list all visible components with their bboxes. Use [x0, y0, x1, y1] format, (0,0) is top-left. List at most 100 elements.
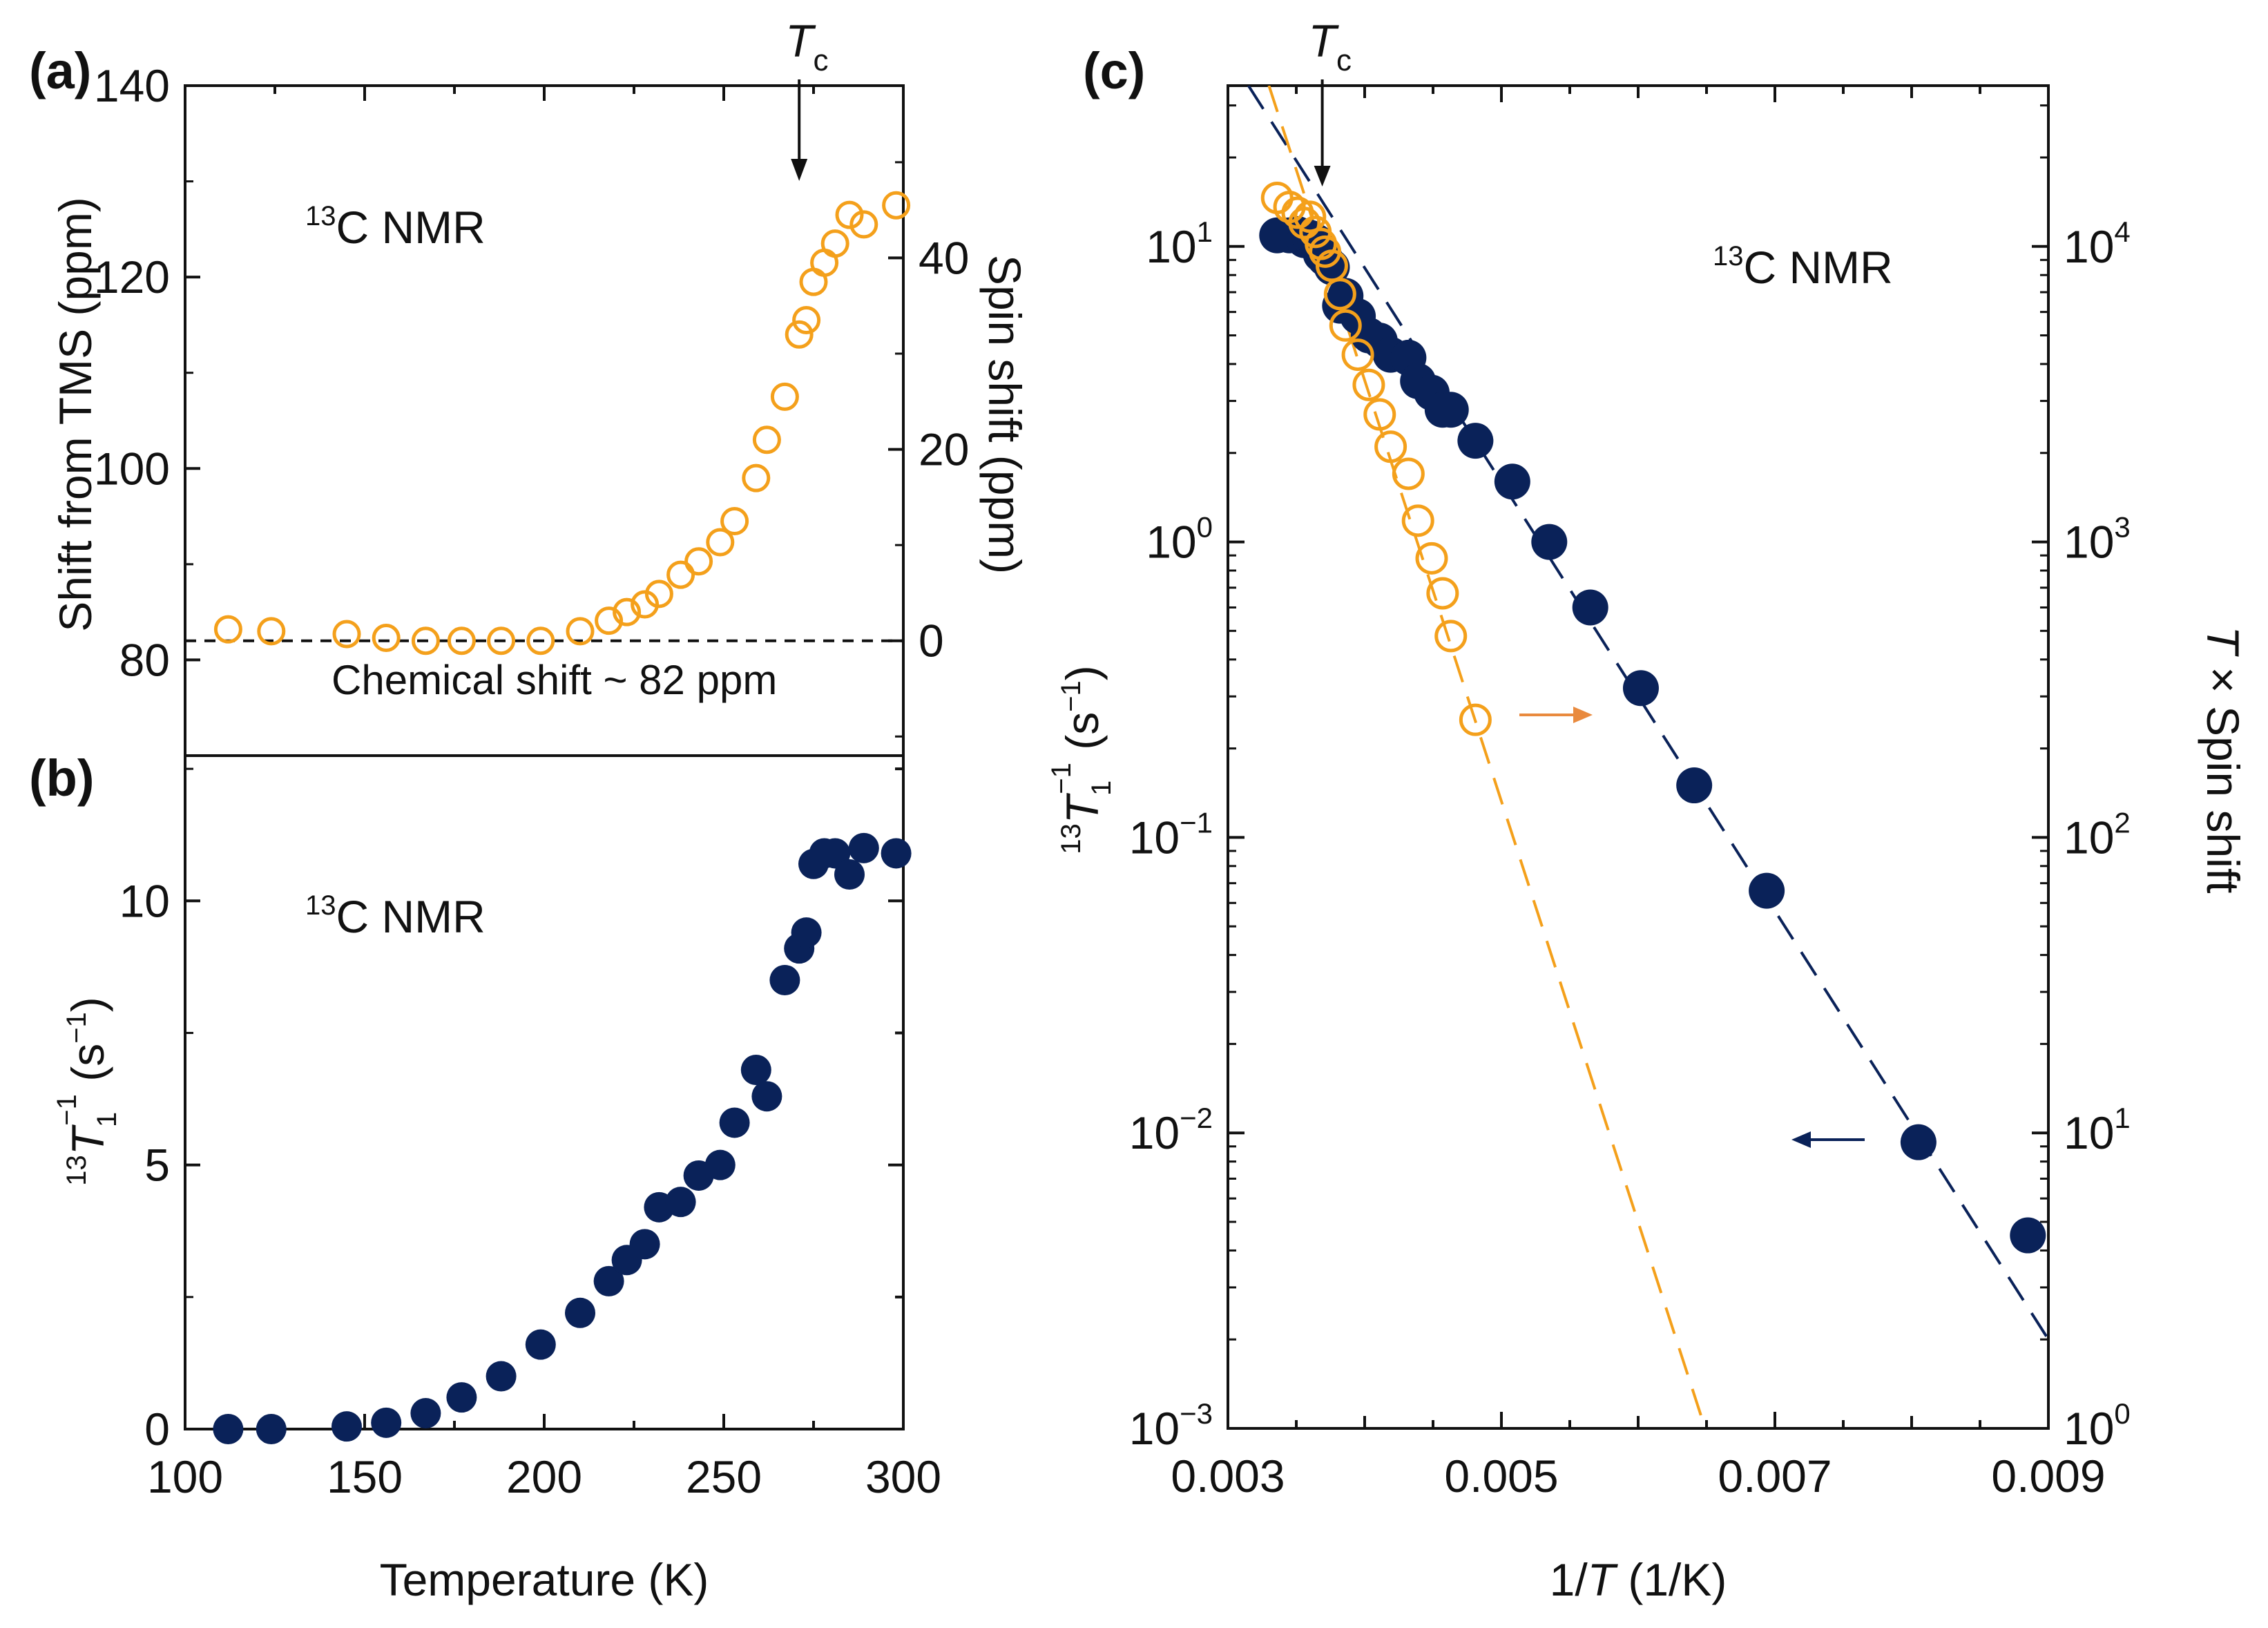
shift-data-point — [213, 615, 242, 644]
panel-c-tc-marker: Tc — [1309, 15, 1352, 186]
panel-c-ylabel-unit-exp: −1 — [1056, 680, 1086, 712]
t1-inverse-data-point — [1457, 423, 1494, 459]
panel-c-ylabel-unit: (s — [1057, 712, 1108, 763]
t1-inverse-data-point — [1572, 589, 1608, 626]
panel-b-y-axis-label: 13T1 −1 (s−1) — [52, 997, 122, 1186]
panel-c-annotation-text: C NMR — [1744, 242, 1893, 293]
shift-data-point — [720, 507, 749, 535]
t1-data-point — [593, 1265, 624, 1296]
b-xtick-label: 100 — [147, 1451, 223, 1502]
panel-b-frame — [184, 754, 905, 1430]
c-y2tick-label: 104 — [2064, 216, 2131, 272]
a-ytick-label: 80 — [119, 634, 170, 685]
shift-data-point — [684, 547, 713, 576]
t-spin-shift-data-point — [1392, 457, 1425, 490]
panel-b-annotation: 13C NMR — [305, 890, 486, 942]
panel-c-y2-axis-label: T × Spin shift — [2198, 626, 2249, 893]
a-y2tick-label: 20 — [919, 424, 969, 475]
panel-b-x-axis-label: Temperature (K) — [380, 1554, 709, 1605]
shift-data-point — [706, 528, 735, 557]
shift-data-point — [631, 590, 660, 619]
shift-data-point — [526, 626, 555, 655]
t1-data-point — [213, 1414, 244, 1444]
c-y2tick-label-exp: 3 — [2114, 511, 2130, 544]
c-ytick-label-exp: 1 — [1197, 216, 1213, 248]
orange-arrow-head — [1573, 707, 1593, 723]
t-spin-shift-data-point — [1323, 278, 1356, 311]
shift-data-point — [882, 191, 911, 220]
c-ytick-label-base: 10 — [1146, 221, 1196, 272]
t-spin-shift-data-point — [1459, 703, 1492, 736]
t-spin-shift-data-point — [1363, 398, 1396, 431]
panel-b-x-ticks: 100 150 200 250 300 — [147, 1414, 941, 1502]
panel-c-annotation-sup: 13 — [1713, 241, 1744, 271]
panel-a-y-axis-label: Shift from TMS (ppm) — [50, 197, 101, 632]
c-y2tick-label-base: 10 — [2064, 221, 2114, 272]
panel-b-ylabel-unit-close: ) — [62, 997, 113, 1012]
panel-b-ylabel-main: T — [62, 1124, 113, 1155]
b-ytick-label: 0 — [144, 1404, 170, 1455]
shift-data-point — [411, 626, 440, 655]
shift-data-point — [332, 620, 361, 649]
panel-c-xlabel-main: T — [1588, 1554, 1619, 1605]
a-y2tick-label: 0 — [919, 615, 944, 667]
t1-inverse-data-point — [1900, 1124, 1937, 1160]
c-ytick-label-exp: 0 — [1197, 511, 1213, 544]
c-y2tick-label: 100 — [2064, 1397, 2131, 1454]
panel-c-x-ticks: 0.003 0.005 0.007 0.009 — [1171, 86, 2106, 1502]
shift-data-point — [820, 229, 849, 258]
panel-c-tc-sub: c — [1336, 44, 1352, 77]
t1-inverse-data-point — [2010, 1217, 2046, 1254]
c-ytick-label-base: 10 — [1129, 812, 1180, 863]
t-spin-shift-data-point — [1352, 368, 1385, 401]
panel-a-annotation-sup: 13 — [305, 201, 336, 231]
navy-left-axis-arrow — [1791, 1131, 1865, 1148]
b-xtick-label: 250 — [686, 1451, 762, 1502]
panel-a-points — [213, 191, 911, 655]
t1-data-point — [751, 1081, 782, 1112]
panel-a-label: (a) — [29, 42, 91, 99]
shift-data-point — [849, 210, 878, 239]
panel-b-ylabel-exp: −1 — [52, 1094, 82, 1126]
panel-a: 80 100 120 140 0 20 40 (a) 13C NMR Chemical s… — [29, 15, 1030, 757]
shift-data-point — [566, 617, 595, 646]
panel-b-ylabel-sup: 13 — [61, 1155, 92, 1186]
c-y2tick-label: 103 — [2064, 511, 2131, 568]
panel-a-annotation-text: C NMR — [336, 202, 486, 253]
c-ytick-label-exp: −2 — [1180, 1102, 1213, 1134]
shift-data-point — [810, 248, 839, 277]
shift-data-point — [799, 267, 828, 296]
chemical-shift-label: Chemical shift ~ 82 ppm — [331, 657, 777, 703]
t-spin-shift-data-point — [1401, 504, 1434, 537]
c-y2tick-label-exp: 0 — [2114, 1397, 2130, 1430]
orange-right-axis-arrow — [1519, 707, 1593, 723]
t1-data-point — [719, 1107, 750, 1138]
c-xtick-label: 0.005 — [1444, 1450, 1558, 1502]
panel-c-y2label-post: × Spin shift — [2198, 654, 2249, 894]
panel-c-y-axis-label: 13T1 −1 (s−1) — [1046, 665, 1117, 854]
t1-inverse-data-point — [1494, 463, 1530, 500]
shift-data-point — [487, 626, 516, 655]
panel-c-ylabel-unit-close: ) — [1057, 665, 1108, 680]
c-xtick-label: 0.009 — [1991, 1450, 2105, 1502]
b-xtick-label: 200 — [506, 1451, 582, 1502]
shift-data-point — [742, 463, 771, 492]
b-ytick-label: 10 — [119, 875, 170, 926]
c-ytick-label: 101 — [1146, 216, 1213, 272]
t1-inverse-data-point — [1749, 872, 1785, 909]
shift-data-point — [613, 597, 642, 626]
c-ytick-label: 10−2 — [1129, 1102, 1213, 1158]
c-xtick-label: 0.007 — [1718, 1450, 1832, 1502]
panel-a-y2-axis-label: Spin shift (ppm) — [979, 255, 1030, 574]
t1-inverse-data-point — [1531, 524, 1568, 560]
shift-data-point — [595, 606, 624, 635]
c-y2tick-label-base: 10 — [2064, 1403, 2114, 1454]
t1-inverse-data-point — [1622, 670, 1659, 707]
c-y2tick-label: 101 — [2064, 1102, 2131, 1158]
b-xtick-label: 300 — [865, 1451, 941, 1502]
c-ytick-label: 10−1 — [1129, 806, 1213, 863]
b-ytick-label: 5 — [144, 1140, 170, 1191]
